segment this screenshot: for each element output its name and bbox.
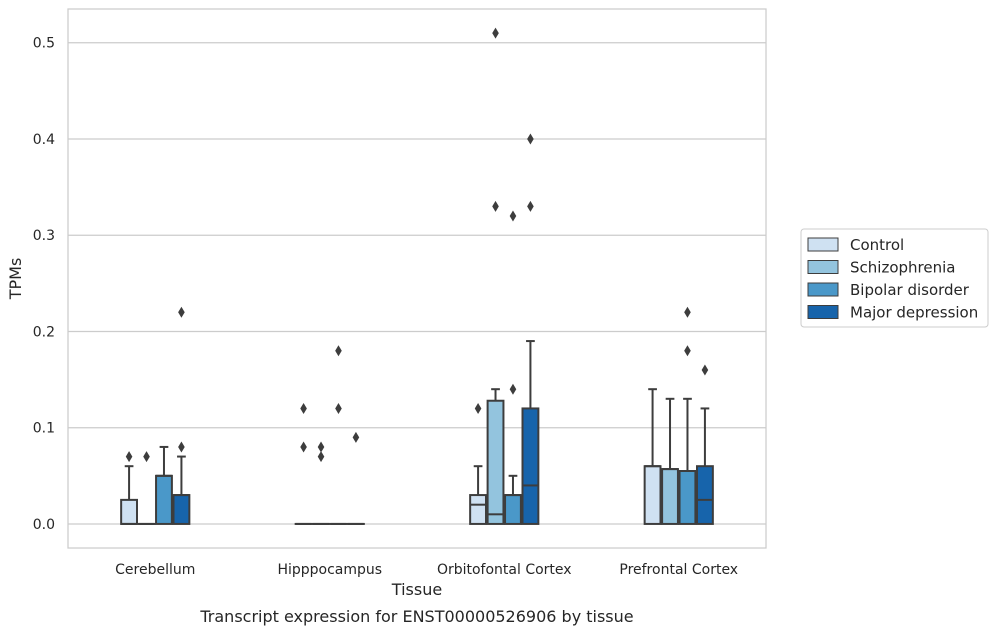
box-body	[643, 465, 662, 525]
outlier-point	[474, 402, 482, 414]
x-axis-ticks: Cerebellum Hipppocampus Orbitofontal Corte…	[115, 562, 738, 578]
legend-label: Schizophrenia	[850, 259, 955, 277]
legend: Control Schizophrenia Bipolar disorder Majo…	[800, 228, 989, 328]
box-body	[469, 494, 487, 525]
y-tick-label: 0.4	[33, 132, 55, 148]
legend-frame	[800, 228, 989, 328]
box-major-depression	[521, 133, 540, 525]
box-control	[643, 388, 662, 525]
outlier-point	[684, 345, 691, 357]
outlier-point	[300, 402, 307, 414]
outlier-point	[178, 441, 185, 453]
outlier-point	[492, 200, 499, 212]
box-bipolar-disorder	[678, 306, 697, 525]
y-axis-ticks: 0.0 0.1 0.2 0.3 0.4 0.5	[33, 36, 55, 533]
x-axis-label: Tissue	[391, 580, 442, 599]
outlier-point	[125, 451, 133, 463]
outlier-point	[335, 402, 342, 414]
box-control	[120, 451, 139, 525]
box-bipolar-disorder	[155, 445, 173, 525]
box-bipolar-disorder	[504, 210, 522, 525]
box-control	[294, 402, 313, 525]
legend-label: Control	[850, 236, 904, 254]
x-tick-label: Hipppocampus	[277, 562, 382, 578]
legend-label: Major depression	[850, 304, 978, 322]
box-major-depression	[347, 431, 365, 525]
outlier-point	[143, 451, 150, 463]
outlier-point	[317, 441, 325, 453]
y-tick-label: 0.3	[33, 228, 55, 244]
box-major-depression	[172, 306, 191, 525]
outlier-point	[178, 306, 185, 318]
legend-swatch	[807, 305, 839, 319]
outlier-point	[317, 451, 325, 463]
grid-lines	[68, 42, 766, 525]
outlier-point	[509, 210, 517, 222]
outlier-point	[300, 441, 307, 453]
y-tick-label: 0.5	[33, 36, 55, 52]
outlier-point	[335, 345, 342, 357]
outlier-point	[527, 200, 534, 212]
box-schizophrenia	[312, 441, 330, 525]
box-body	[504, 494, 522, 525]
box-body	[172, 494, 191, 525]
outlier-point	[492, 27, 499, 39]
box-plots	[120, 27, 714, 525]
legend-swatch	[807, 260, 839, 274]
box-schizophrenia	[661, 397, 679, 525]
box-major-depression	[696, 364, 714, 525]
box-body	[155, 474, 173, 525]
box-body	[696, 465, 714, 525]
box-body	[661, 468, 679, 525]
x-tick-label: Prefrontal Cortex	[619, 562, 738, 578]
box-body	[678, 470, 697, 525]
y-tick-label: 0.2	[33, 324, 55, 340]
box-bipolar-disorder	[329, 345, 348, 525]
box-schizophrenia	[486, 27, 505, 525]
outlier-point	[509, 383, 517, 395]
box-body	[486, 399, 505, 525]
y-tick-label: 0.1	[33, 421, 55, 437]
legend-label: Bipolar disorder	[850, 281, 970, 299]
outlier-point	[684, 306, 691, 318]
chart-caption: Transcript expression for ENST0000052690…	[199, 607, 633, 626]
plot-frame	[67, 8, 767, 549]
outlier-point	[352, 431, 360, 443]
legend-swatch	[807, 282, 839, 297]
x-tick-label: Cerebellum	[115, 562, 195, 578]
y-axis-label: TPMs	[6, 258, 25, 301]
outlier-point	[527, 133, 534, 145]
y-tick-label: 0.0	[33, 517, 55, 533]
box-schizophrenia	[137, 451, 156, 525]
box-body	[521, 407, 540, 525]
x-tick-label: Orbitofontal Cortex	[437, 562, 572, 578]
legend-swatch	[807, 237, 839, 252]
outlier-point	[701, 364, 709, 376]
box-body	[120, 498, 139, 525]
box-control	[469, 402, 487, 525]
